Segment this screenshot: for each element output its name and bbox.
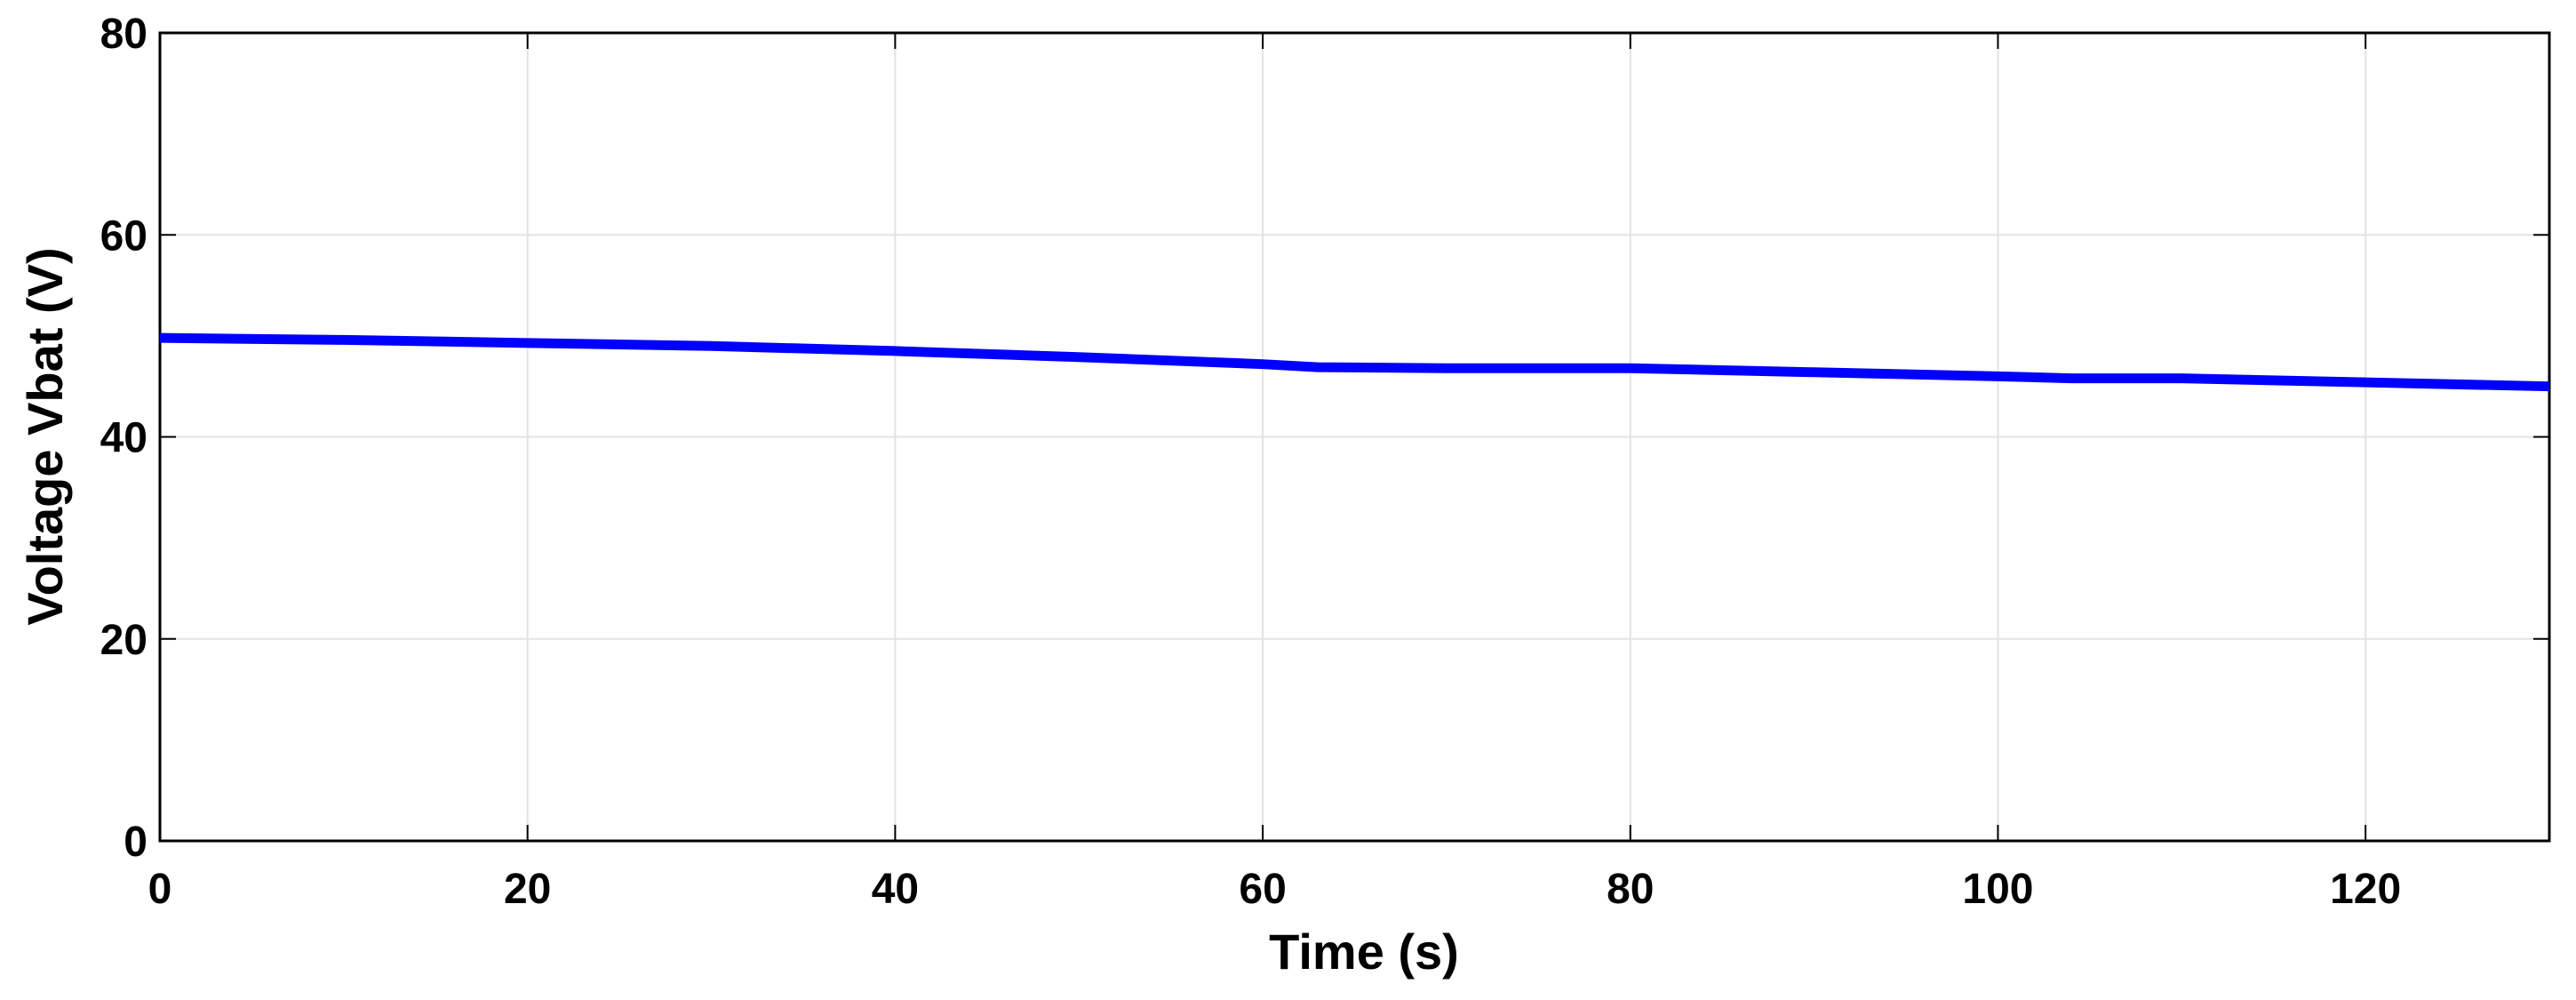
y-tick-label: 80 bbox=[100, 11, 148, 58]
y-axis-label: Voltage Vbat (V) bbox=[17, 247, 73, 625]
data-line bbox=[159, 332, 2550, 392]
x-tick-label: 60 bbox=[1239, 866, 1286, 913]
y-tick-label: 60 bbox=[100, 212, 148, 260]
y-tick-label: 0 bbox=[124, 819, 148, 866]
plot-frame bbox=[158, 31, 2551, 843]
y-tick-label: 20 bbox=[100, 617, 148, 664]
x-tick-label: 40 bbox=[872, 866, 919, 913]
x-tick-label: 20 bbox=[504, 866, 551, 913]
x-axis-label: Time (s) bbox=[1269, 924, 1459, 980]
y-tick-label: 40 bbox=[100, 415, 148, 462]
x-tick-label: 80 bbox=[1607, 866, 1654, 913]
x-tick-label: 120 bbox=[2330, 866, 2401, 913]
x-tick-label: 0 bbox=[148, 866, 172, 913]
x-tick-label: 100 bbox=[1962, 866, 2033, 913]
